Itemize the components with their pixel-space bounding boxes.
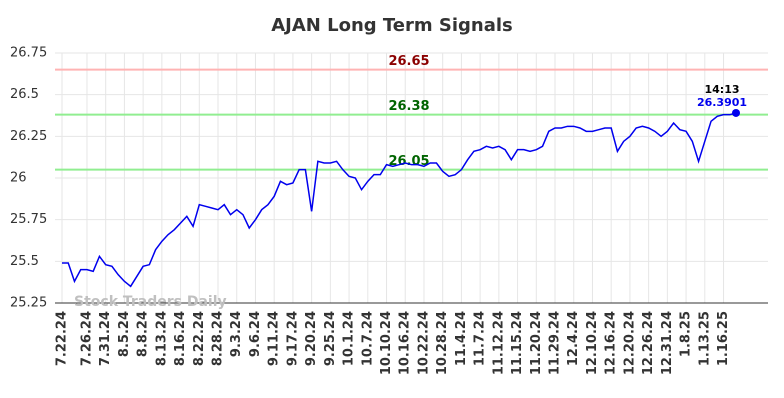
last-value: 26.3901 <box>697 96 747 109</box>
chart-title: AJAN Long Term Signals <box>271 15 513 36</box>
x-tick-label: 7.26.24 <box>79 311 94 366</box>
price-line <box>62 112 737 288</box>
x-tick-label: 10.22.24 <box>416 311 431 375</box>
x-tick-label: 7.31.24 <box>98 311 113 366</box>
y-tick-label: 26.5 <box>10 87 39 102</box>
y-tick-label: 26.75 <box>10 46 47 61</box>
x-tick-label: 11.20.24 <box>529 311 544 375</box>
x-tick-label: 11.7.24 <box>473 311 488 366</box>
x-tick-label: 1.16.25 <box>716 311 731 366</box>
y-tick-label: 25.5 <box>10 254 39 269</box>
x-tick-label: 10.7.24 <box>360 311 375 366</box>
x-tick-label: 8.22.24 <box>192 311 207 366</box>
x-tick-label: 12.20.24 <box>622 311 637 375</box>
x-tick-label: 12.10.24 <box>585 311 600 375</box>
x-tick-label: 9.3.24 <box>229 311 244 357</box>
x-tick-label: 10.10.24 <box>379 311 394 375</box>
x-tick-label: 10.16.24 <box>398 311 413 375</box>
x-tick-label: 9.25.24 <box>323 311 338 366</box>
x-tick-label: 10.28.24 <box>435 311 450 375</box>
x-tick-label: 9.17.24 <box>285 311 300 366</box>
x-tick-label: 9.11.24 <box>267 311 282 366</box>
x-tick-label: 8.16.24 <box>173 311 188 366</box>
x-tick-label: 12.16.24 <box>604 311 619 375</box>
x-tick-label: 11.15.24 <box>510 311 525 375</box>
x-tick-label: 9.6.24 <box>248 311 263 357</box>
x-tick-label: 12.26.24 <box>641 311 656 375</box>
x-tick-label: 10.1.24 <box>342 311 357 366</box>
x-tick-label: 9.20.24 <box>304 311 319 366</box>
x-tick-label: 12.4.24 <box>566 311 581 366</box>
x-tick-label: 1.13.25 <box>697 311 712 366</box>
x-tick-label: 1.8.25 <box>679 311 694 357</box>
x-tick-label: 11.4.24 <box>454 311 469 366</box>
x-tick-label: 11.12.24 <box>491 311 506 375</box>
x-tick-label: 7.22.24 <box>55 311 70 366</box>
x-tick-label: 8.28.24 <box>211 311 226 366</box>
y-tick-label: 25.25 <box>10 296 47 311</box>
x-tick-label: 8.5.24 <box>117 311 132 357</box>
y-tick-label: 25.75 <box>10 212 47 227</box>
x-tick-label: 12.31.24 <box>660 311 675 375</box>
y-tick-label: 26 <box>10 171 27 186</box>
x-tick-label: 8.8.24 <box>136 311 151 357</box>
last-point <box>732 108 740 117</box>
reference-label: 26.65 <box>388 54 429 69</box>
reference-label: 26.38 <box>388 99 429 114</box>
y-tick-label: 26.25 <box>10 129 47 144</box>
watermark: Stock Traders Daily <box>74 294 227 310</box>
last-time: 14:13 <box>704 83 739 96</box>
x-tick-label: 11.29.24 <box>548 311 563 375</box>
x-tick-label: 8.13.24 <box>154 311 169 366</box>
